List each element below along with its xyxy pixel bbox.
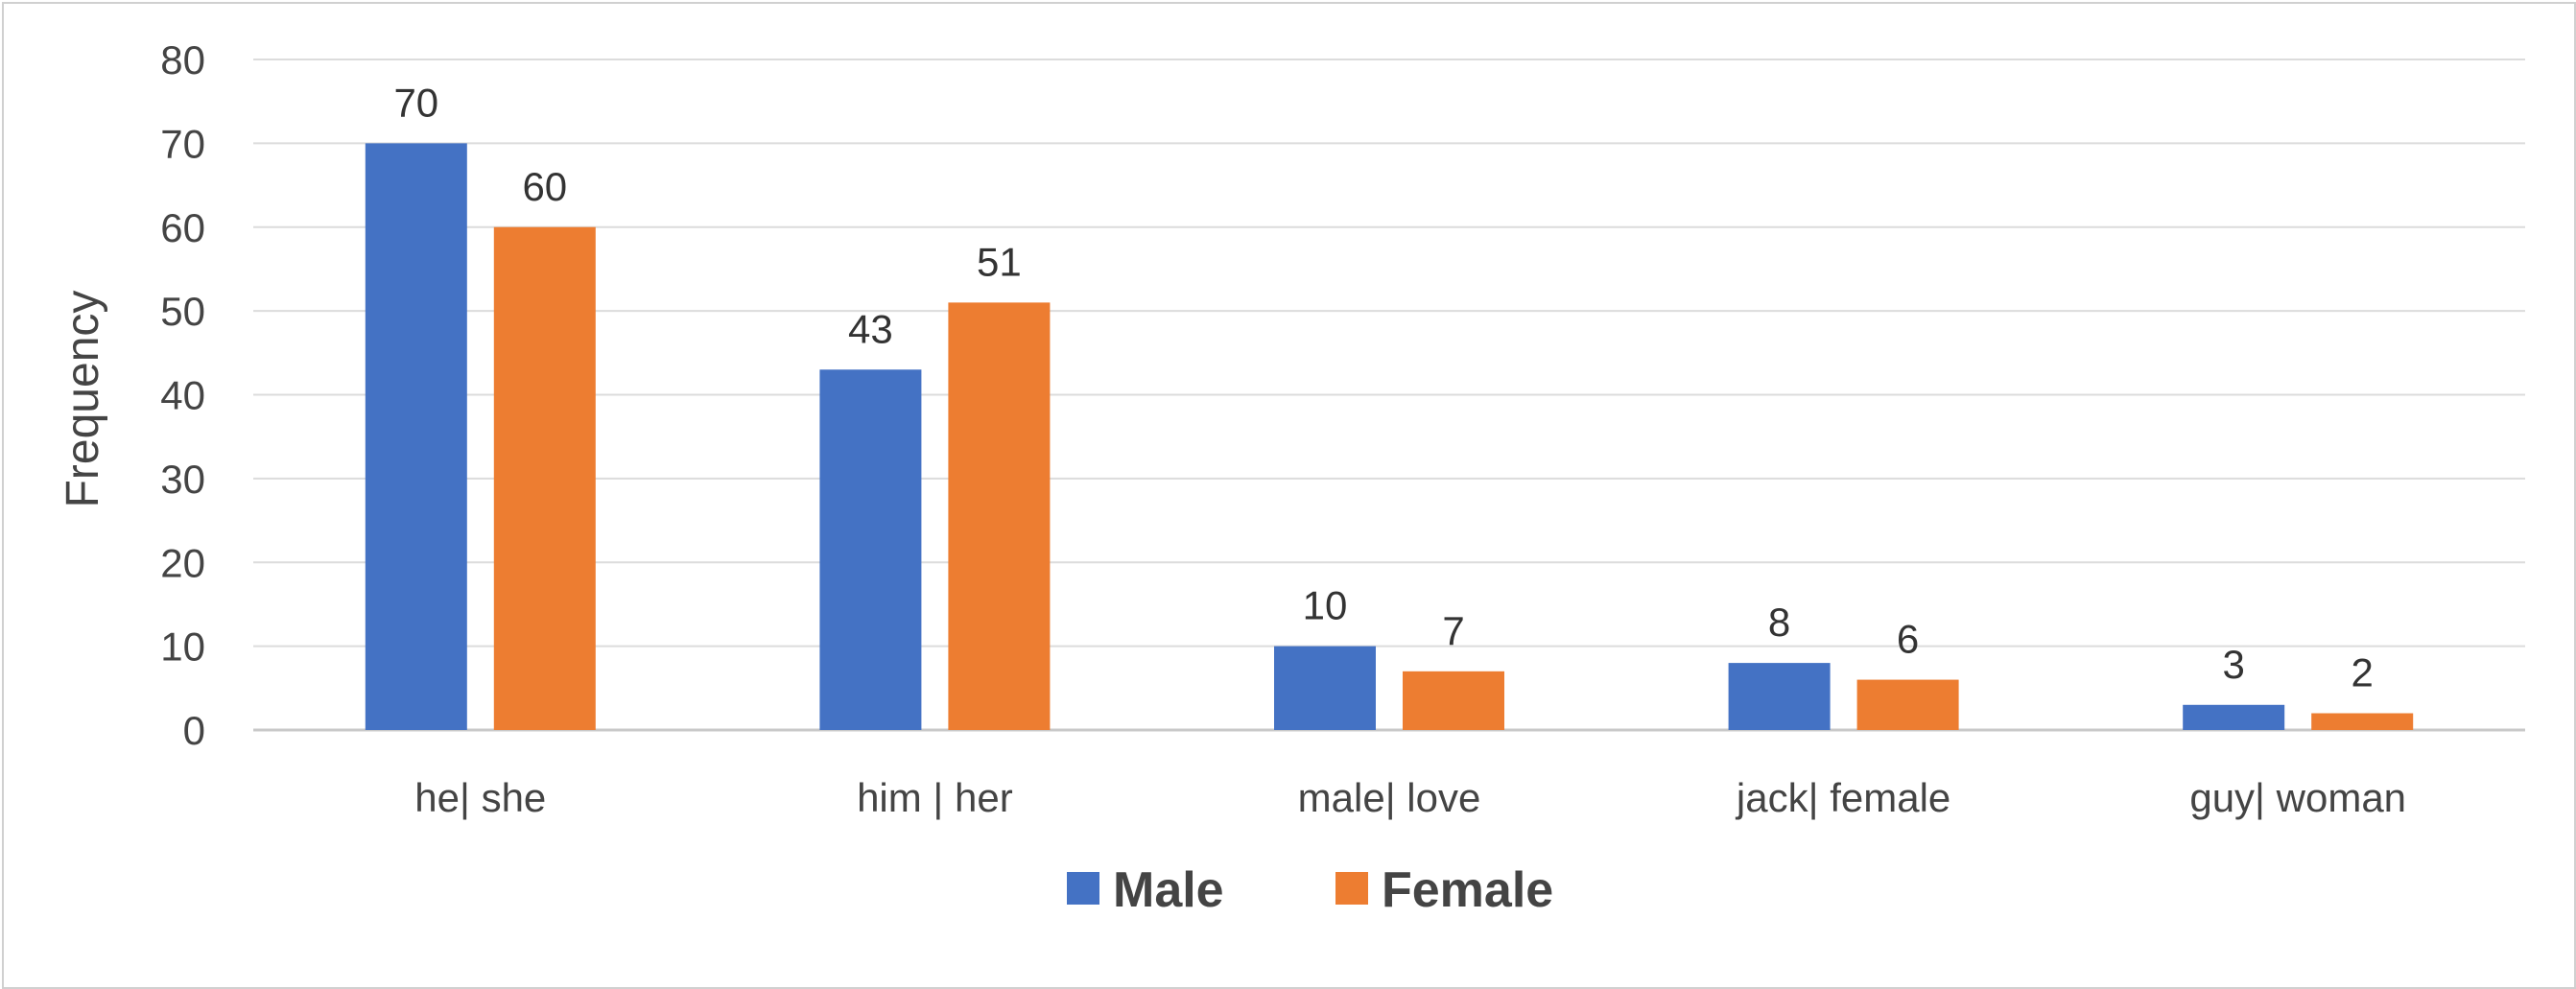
x-axis-categories: he| she him | her male| love jack| female gu…: [414, 775, 2406, 820]
legend-label-female: Female: [1382, 862, 1553, 918]
bar-male-2: [1274, 646, 1376, 730]
x-category-label: male| love: [1298, 775, 1481, 820]
data-label-female-3: 6: [1897, 617, 1919, 662]
data-label-male-1: 43: [848, 306, 893, 351]
bar-female-3: [1856, 679, 1959, 730]
bar-female-4: [2311, 713, 2414, 730]
legend-swatch-female: [1335, 872, 1368, 905]
y-tick-label: 70: [160, 121, 205, 166]
legend-swatch-male: [1067, 872, 1099, 905]
bar-female-2: [1403, 671, 1504, 730]
data-label-female-4: 2: [2351, 650, 2374, 695]
y-tick-label: 60: [160, 205, 205, 250]
legend-label-male: Male: [1113, 862, 1224, 918]
bar-male-4: [2183, 704, 2285, 730]
bar-male-0: [365, 143, 467, 730]
y-tick-label: 80: [160, 37, 205, 82]
y-tick-label: 10: [160, 624, 205, 670]
data-label-male-4: 3: [2223, 642, 2245, 687]
bar-male-1: [819, 369, 922, 730]
x-category-label: him | her: [857, 775, 1013, 820]
legend: Male Female: [1067, 862, 1553, 918]
bar-male-3: [1728, 663, 1831, 730]
bar-female-0: [493, 226, 596, 730]
data-label-male-0: 70: [393, 80, 438, 125]
bars: [365, 143, 2414, 730]
data-label-male-2: 10: [1303, 583, 1348, 628]
bar-chart: 0 10 20 30 40 50 60 70 80 Frequency 70 60 43 51 10 7 8…: [58, 37, 2525, 918]
y-tick-label: 40: [160, 373, 205, 418]
y-tick-label: 0: [183, 708, 205, 753]
data-label-male-3: 8: [1768, 600, 1790, 645]
y-tick-label: 50: [160, 289, 205, 334]
data-label-female-2: 7: [1442, 608, 1464, 653]
y-axis-title: Frequency: [58, 291, 108, 508]
data-label-female-1: 51: [977, 239, 1022, 284]
data-labels: 70 60 43 51 10 7 8 6 3 2: [393, 80, 2373, 695]
y-axis-ticks: 0 10 20 30 40 50 60 70 80: [160, 37, 205, 753]
bar-female-1: [948, 302, 1051, 730]
x-category-label: guy| woman: [2189, 775, 2406, 820]
x-category-label: jack| female: [1735, 775, 1950, 820]
gridlines: [253, 59, 2525, 732]
x-category-label: he| she: [414, 775, 546, 820]
y-tick-label: 30: [160, 457, 205, 502]
data-label-female-0: 60: [522, 164, 567, 209]
y-tick-label: 20: [160, 540, 205, 585]
